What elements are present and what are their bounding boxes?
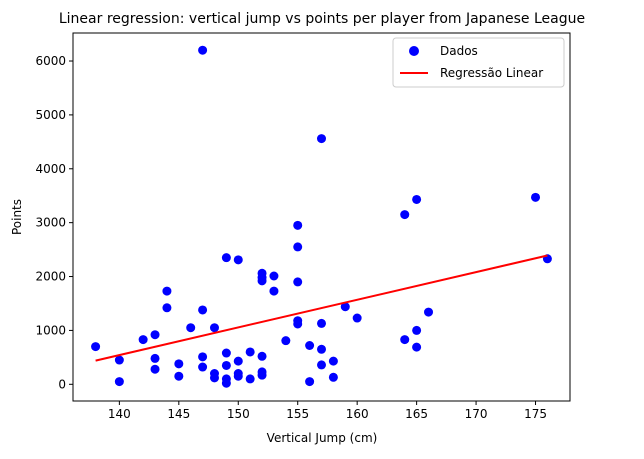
x-tick-label: 150 bbox=[227, 407, 250, 421]
scatter-point bbox=[91, 342, 100, 351]
scatter-point bbox=[329, 357, 338, 366]
scatter-point bbox=[293, 221, 302, 230]
scatter-point bbox=[186, 323, 195, 332]
scatter-point bbox=[329, 373, 338, 382]
scatter-point bbox=[412, 343, 421, 352]
x-tick-label: 155 bbox=[286, 407, 309, 421]
scatter-point bbox=[198, 305, 207, 314]
y-tick-label: 3000 bbox=[35, 216, 66, 230]
scatter-point bbox=[198, 363, 207, 372]
scatter-point bbox=[258, 352, 267, 361]
scatter-point bbox=[222, 379, 231, 388]
scatter-point bbox=[234, 255, 243, 264]
scatter-point bbox=[162, 287, 171, 296]
legend-label-dados: Dados bbox=[440, 44, 478, 58]
scatter-point bbox=[412, 326, 421, 335]
scatter-point bbox=[210, 323, 219, 332]
x-tick-label: 140 bbox=[108, 407, 131, 421]
x-tick-label: 160 bbox=[346, 407, 369, 421]
scatter-point bbox=[258, 276, 267, 285]
scatter-point bbox=[234, 372, 243, 381]
x-axis: 140 145 150 155 160 165 170 175 bbox=[108, 401, 547, 421]
scatter-point bbox=[305, 377, 314, 386]
scatter-point bbox=[281, 336, 290, 345]
scatter-point bbox=[198, 46, 207, 55]
x-tick-label: 145 bbox=[167, 407, 190, 421]
scatter-point bbox=[222, 349, 231, 358]
scatter-point bbox=[269, 287, 278, 296]
y-axis: 0 1000 2000 3000 4000 5000 6000 bbox=[35, 54, 73, 391]
x-tick-label: 175 bbox=[524, 407, 547, 421]
scatter-point bbox=[174, 359, 183, 368]
scatter-point bbox=[317, 134, 326, 143]
scatter-point bbox=[174, 372, 183, 381]
scatter-point bbox=[246, 374, 255, 383]
scatter-point bbox=[424, 308, 433, 317]
y-tick-label: 1000 bbox=[35, 323, 66, 337]
legend-marker-dados bbox=[409, 46, 419, 56]
x-tick-label: 170 bbox=[465, 407, 488, 421]
scatter-point bbox=[246, 347, 255, 356]
legend-label-regressao: Regressão Linear bbox=[440, 66, 543, 80]
y-tick-label: 5000 bbox=[35, 108, 66, 122]
plot-area bbox=[91, 46, 552, 388]
scatter-point bbox=[151, 365, 160, 374]
scatter-point bbox=[210, 373, 219, 382]
scatter-point bbox=[400, 335, 409, 344]
scatter-point bbox=[317, 319, 326, 328]
scatter-point bbox=[162, 303, 171, 312]
legend: Dados Regressão Linear bbox=[393, 38, 564, 87]
scatter-point bbox=[305, 341, 314, 350]
scatter-point bbox=[115, 356, 124, 365]
scatter-point bbox=[317, 345, 326, 354]
scatter-point bbox=[139, 335, 148, 344]
scatter-point bbox=[222, 361, 231, 370]
scatter-point bbox=[198, 352, 207, 361]
scatter-point bbox=[269, 271, 278, 280]
scatter-point bbox=[293, 277, 302, 286]
scatter-point bbox=[400, 210, 409, 219]
y-tick-label: 6000 bbox=[35, 54, 66, 68]
y-tick-label: 0 bbox=[58, 377, 66, 391]
scatter-point bbox=[412, 195, 421, 204]
scatter-point bbox=[115, 377, 124, 386]
y-axis-label: Points bbox=[10, 199, 24, 235]
scatter-point bbox=[353, 314, 362, 323]
scatter-point bbox=[293, 242, 302, 251]
scatter-point bbox=[531, 193, 540, 202]
y-tick-label: 4000 bbox=[35, 162, 66, 176]
scatter-point bbox=[234, 357, 243, 366]
x-tick-label: 165 bbox=[405, 407, 428, 421]
scatter-point bbox=[293, 319, 302, 328]
scatter-point bbox=[317, 360, 326, 369]
scatter-point bbox=[151, 330, 160, 339]
scatter-point bbox=[222, 253, 231, 262]
scatter-point bbox=[258, 371, 267, 380]
y-tick-label: 2000 bbox=[35, 270, 66, 284]
scatter-point bbox=[151, 354, 160, 363]
x-axis-label: Vertical Jump (cm) bbox=[267, 431, 378, 445]
chart-title: Linear regression: vertical jump vs poin… bbox=[59, 11, 585, 27]
